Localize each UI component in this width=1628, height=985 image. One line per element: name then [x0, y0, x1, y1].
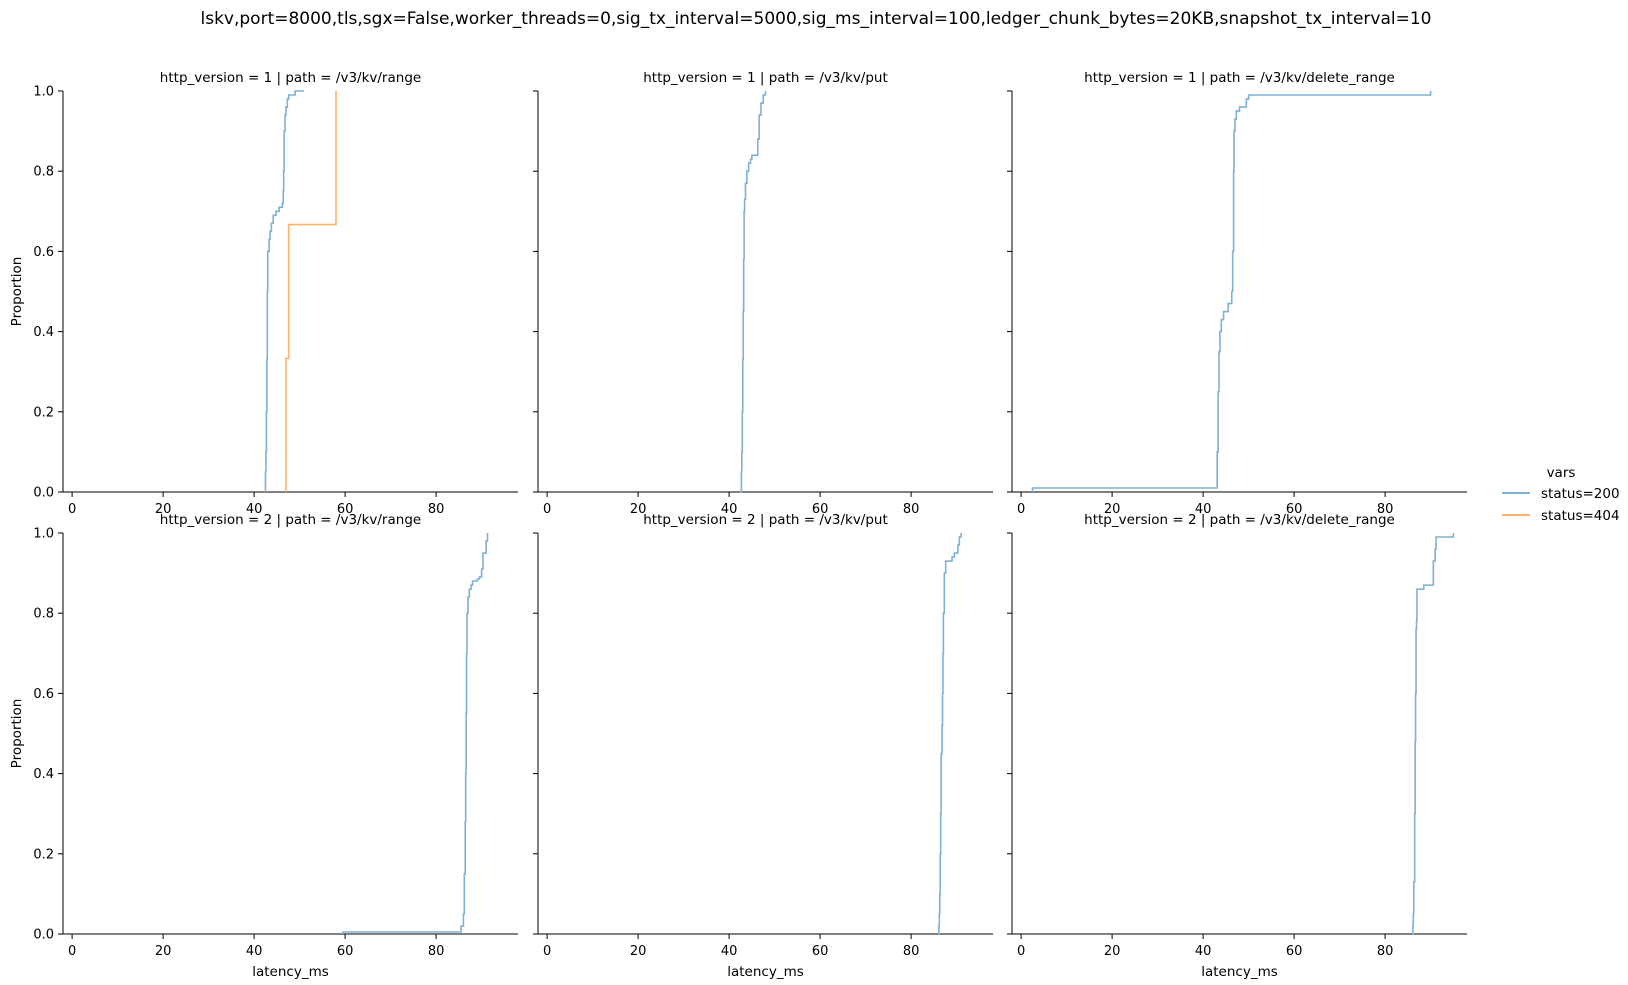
x-tick-label: 40 — [246, 944, 263, 959]
x-tick-label: 60 — [1286, 502, 1303, 517]
y-tick-label: 0.4 — [33, 767, 54, 782]
facet-panels: http_version = 1 | path = /v3/kv/range 0 2… — [9, 70, 1467, 980]
y-tick-label: 0.8 — [33, 165, 54, 180]
legend-label-status-404: status=404 — [1541, 508, 1620, 524]
x-tick-label: 20 — [1104, 944, 1121, 959]
y-tick-label: 1.0 — [33, 527, 54, 542]
x-tick-label: 80 — [903, 944, 920, 959]
ecdf-series-status-200 — [264, 90, 305, 492]
legend-label-status-200: status=200 — [1541, 486, 1620, 502]
x-tick-label: 80 — [428, 502, 445, 517]
x-tick-label: 80 — [428, 944, 445, 959]
x-tick-label: 60 — [812, 502, 829, 517]
x-tick-label: 80 — [903, 502, 920, 517]
y-tick-label: 0.0 — [33, 486, 54, 501]
y-tick-label: 0.6 — [33, 245, 54, 260]
y-tick-label: 0.4 — [33, 325, 54, 340]
facet-panel-4: http_version = 2 | path = /v3/kv/put 0 20 4… — [533, 512, 993, 980]
x-tick-label: 40 — [721, 944, 738, 959]
facet-panel-1: http_version = 1 | path = /v3/kv/put 0 20 4… — [533, 70, 993, 517]
x-tick-label: 60 — [337, 502, 354, 517]
x-tick-label: 20 — [630, 502, 647, 517]
x-axis-label: latency_ms — [1201, 964, 1278, 980]
y-tick-label: 0.8 — [33, 607, 54, 622]
legend: vars status=200 status=404 — [1502, 465, 1620, 524]
y-tick-label: 0.2 — [33, 847, 54, 862]
facet-panel-2: http_version = 1 | path = /v3/kv/delete_… — [1007, 70, 1467, 517]
y-axis-label: Proportion — [9, 257, 25, 327]
x-tick-label: 40 — [1195, 944, 1212, 959]
legend-title: vars — [1547, 465, 1576, 481]
panel-title: http_version = 1 | path = /v3/kv/range — [160, 70, 421, 86]
ecdf-series-status-200 — [342, 533, 489, 934]
x-tick-label: 0 — [68, 502, 76, 517]
ecdf-series-status-200 — [1031, 91, 1432, 492]
y-axis-label: Proportion — [9, 699, 25, 769]
x-tick-label: 40 — [1195, 502, 1212, 517]
x-tick-label: 40 — [721, 502, 738, 517]
ecdf-series-status-200 — [740, 91, 767, 493]
x-tick-label: 0 — [1017, 944, 1025, 959]
ecdf-series-status-200 — [938, 533, 962, 935]
y-tick-label: 0.0 — [33, 928, 54, 943]
x-tick-label: 20 — [630, 944, 647, 959]
x-tick-label: 20 — [155, 944, 172, 959]
x-tick-label: 20 — [1104, 502, 1121, 517]
ecdf-series-status-200 — [1412, 533, 1455, 935]
x-tick-label: 60 — [337, 944, 354, 959]
y-tick-label: 0.6 — [33, 687, 54, 702]
y-tick-label: 0.2 — [33, 405, 54, 420]
x-tick-label: 0 — [543, 502, 551, 517]
ecdf-series-status-404 — [285, 91, 337, 492]
x-tick-label: 0 — [543, 944, 551, 959]
panel-title: http_version = 2 | path = /v3/kv/put — [643, 512, 888, 528]
y-tick-label: 1.0 — [33, 85, 54, 100]
panel-title: http_version = 1 | path = /v3/kv/put — [643, 70, 888, 86]
x-tick-label: 0 — [68, 944, 76, 959]
panel-title: http_version = 1 | path = /v3/kv/delete_… — [1084, 70, 1395, 86]
x-tick-label: 20 — [155, 502, 172, 517]
x-axis-label: latency_ms — [252, 964, 329, 980]
facet-panel-3: http_version = 2 | path = /v3/kv/range 0 2… — [9, 512, 518, 980]
facet-panel-5: http_version = 2 | path = /v3/kv/delete_… — [1007, 512, 1467, 980]
x-tick-label: 40 — [246, 502, 263, 517]
x-tick-label: 0 — [1017, 502, 1025, 517]
chart-suptitle: lskv,port=8000,tls,sgx=False,worker_thre… — [201, 9, 1432, 29]
x-tick-label: 80 — [1377, 944, 1394, 959]
panel-title: http_version = 2 | path = /v3/kv/range — [160, 512, 421, 528]
x-tick-label: 60 — [812, 944, 829, 959]
facet-panel-0: http_version = 1 | path = /v3/kv/range 0 2… — [9, 70, 518, 517]
x-tick-label: 60 — [1286, 944, 1303, 959]
x-axis-label: latency_ms — [727, 964, 804, 980]
panel-title: http_version = 2 | path = /v3/kv/delete_… — [1084, 512, 1395, 528]
x-tick-label: 80 — [1377, 502, 1394, 517]
